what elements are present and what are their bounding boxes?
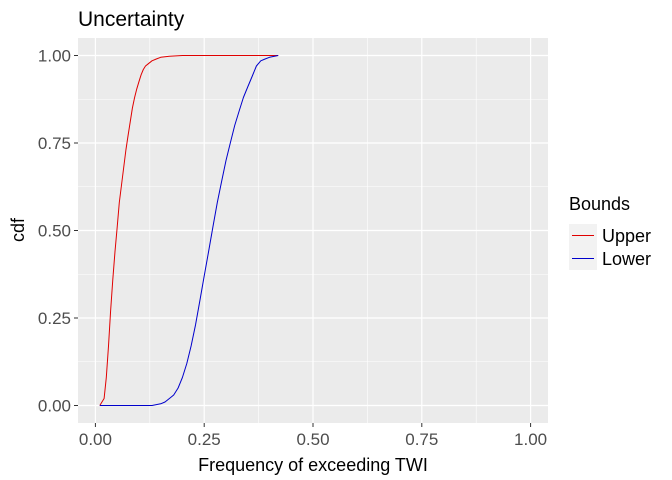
legend-label-upper: Upper [602,226,651,246]
x-tick-label: 0.75 [405,430,438,449]
y-tick-label: 0.00 [38,397,71,416]
x-axis-title: Frequency of exceeding TWI [198,455,428,475]
legend-title: Bounds [569,194,630,214]
legend-label-lower: Lower [602,249,651,269]
grid-lines [78,38,548,423]
series-line-upper [99,55,279,406]
y-tick-label: 1.00 [38,47,71,66]
x-tick-label: 0.50 [296,430,329,449]
x-tick-label: 0.25 [188,430,221,449]
axis-ticks: 0.00 0.25 0.50 0.75 1.00 0.00 0.25 0.50 0.75 1.00 [38,47,547,450]
series-line-lower [99,55,279,406]
y-tick-label: 0.25 [38,309,71,328]
x-tick-label: 0.00 [79,430,112,449]
y-tick-label: 0.75 [38,134,71,153]
series-lines [99,55,279,406]
chart-title: Uncertainty [78,8,185,31]
y-tick-label: 0.50 [38,222,71,241]
y-axis-title: cdf [8,217,28,242]
legend: Bounds Upper Lower [569,194,651,270]
x-tick-label: 1.00 [514,430,547,449]
